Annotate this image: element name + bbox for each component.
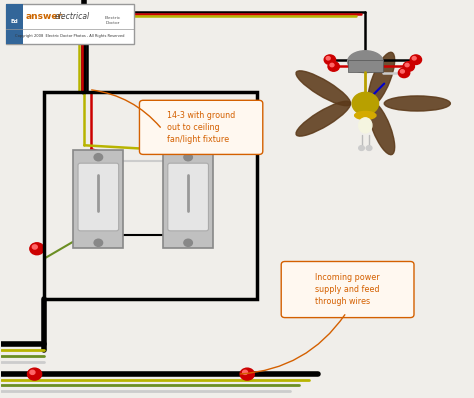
Circle shape <box>243 370 247 375</box>
Ellipse shape <box>384 96 450 111</box>
Ellipse shape <box>355 111 376 119</box>
Circle shape <box>27 368 42 380</box>
Text: answer.: answer. <box>26 12 65 21</box>
FancyBboxPatch shape <box>73 150 123 248</box>
FancyBboxPatch shape <box>139 100 263 154</box>
Circle shape <box>30 243 44 255</box>
Circle shape <box>94 239 102 246</box>
Circle shape <box>184 154 192 161</box>
Circle shape <box>359 146 365 150</box>
Circle shape <box>240 368 254 380</box>
Circle shape <box>352 92 379 115</box>
Circle shape <box>410 55 421 64</box>
Circle shape <box>324 55 336 64</box>
Ellipse shape <box>296 101 351 136</box>
Text: electrical: electrical <box>55 12 90 21</box>
Ellipse shape <box>368 52 395 105</box>
FancyBboxPatch shape <box>163 150 213 248</box>
Circle shape <box>403 62 414 71</box>
Circle shape <box>328 62 339 71</box>
Ellipse shape <box>368 101 395 155</box>
Ellipse shape <box>296 71 351 106</box>
Circle shape <box>399 68 410 78</box>
FancyBboxPatch shape <box>6 4 23 44</box>
Circle shape <box>184 239 192 246</box>
Text: Ed: Ed <box>10 20 18 24</box>
Circle shape <box>30 370 35 375</box>
FancyBboxPatch shape <box>6 4 134 44</box>
Circle shape <box>32 245 37 249</box>
Ellipse shape <box>347 51 383 72</box>
FancyBboxPatch shape <box>78 163 118 231</box>
Text: Incoming power
supply and feed
through wires: Incoming power supply and feed through w… <box>315 273 380 306</box>
FancyBboxPatch shape <box>281 261 414 318</box>
Text: Copyright 2008  Electric Doctor Photos - All Rights Reserved: Copyright 2008 Electric Doctor Photos - … <box>15 34 125 38</box>
Text: 14-3 with ground
out to ceiling
fan/light fixture: 14-3 with ground out to ceiling fan/ligh… <box>167 111 235 144</box>
Text: Electric
Doctor: Electric Doctor <box>104 16 121 25</box>
Circle shape <box>412 57 416 60</box>
Circle shape <box>94 154 102 161</box>
Circle shape <box>326 57 330 60</box>
Ellipse shape <box>359 118 372 133</box>
Circle shape <box>330 63 334 67</box>
Circle shape <box>366 146 372 150</box>
Circle shape <box>405 63 409 67</box>
FancyBboxPatch shape <box>348 60 383 72</box>
Circle shape <box>401 70 404 73</box>
FancyBboxPatch shape <box>168 163 209 231</box>
